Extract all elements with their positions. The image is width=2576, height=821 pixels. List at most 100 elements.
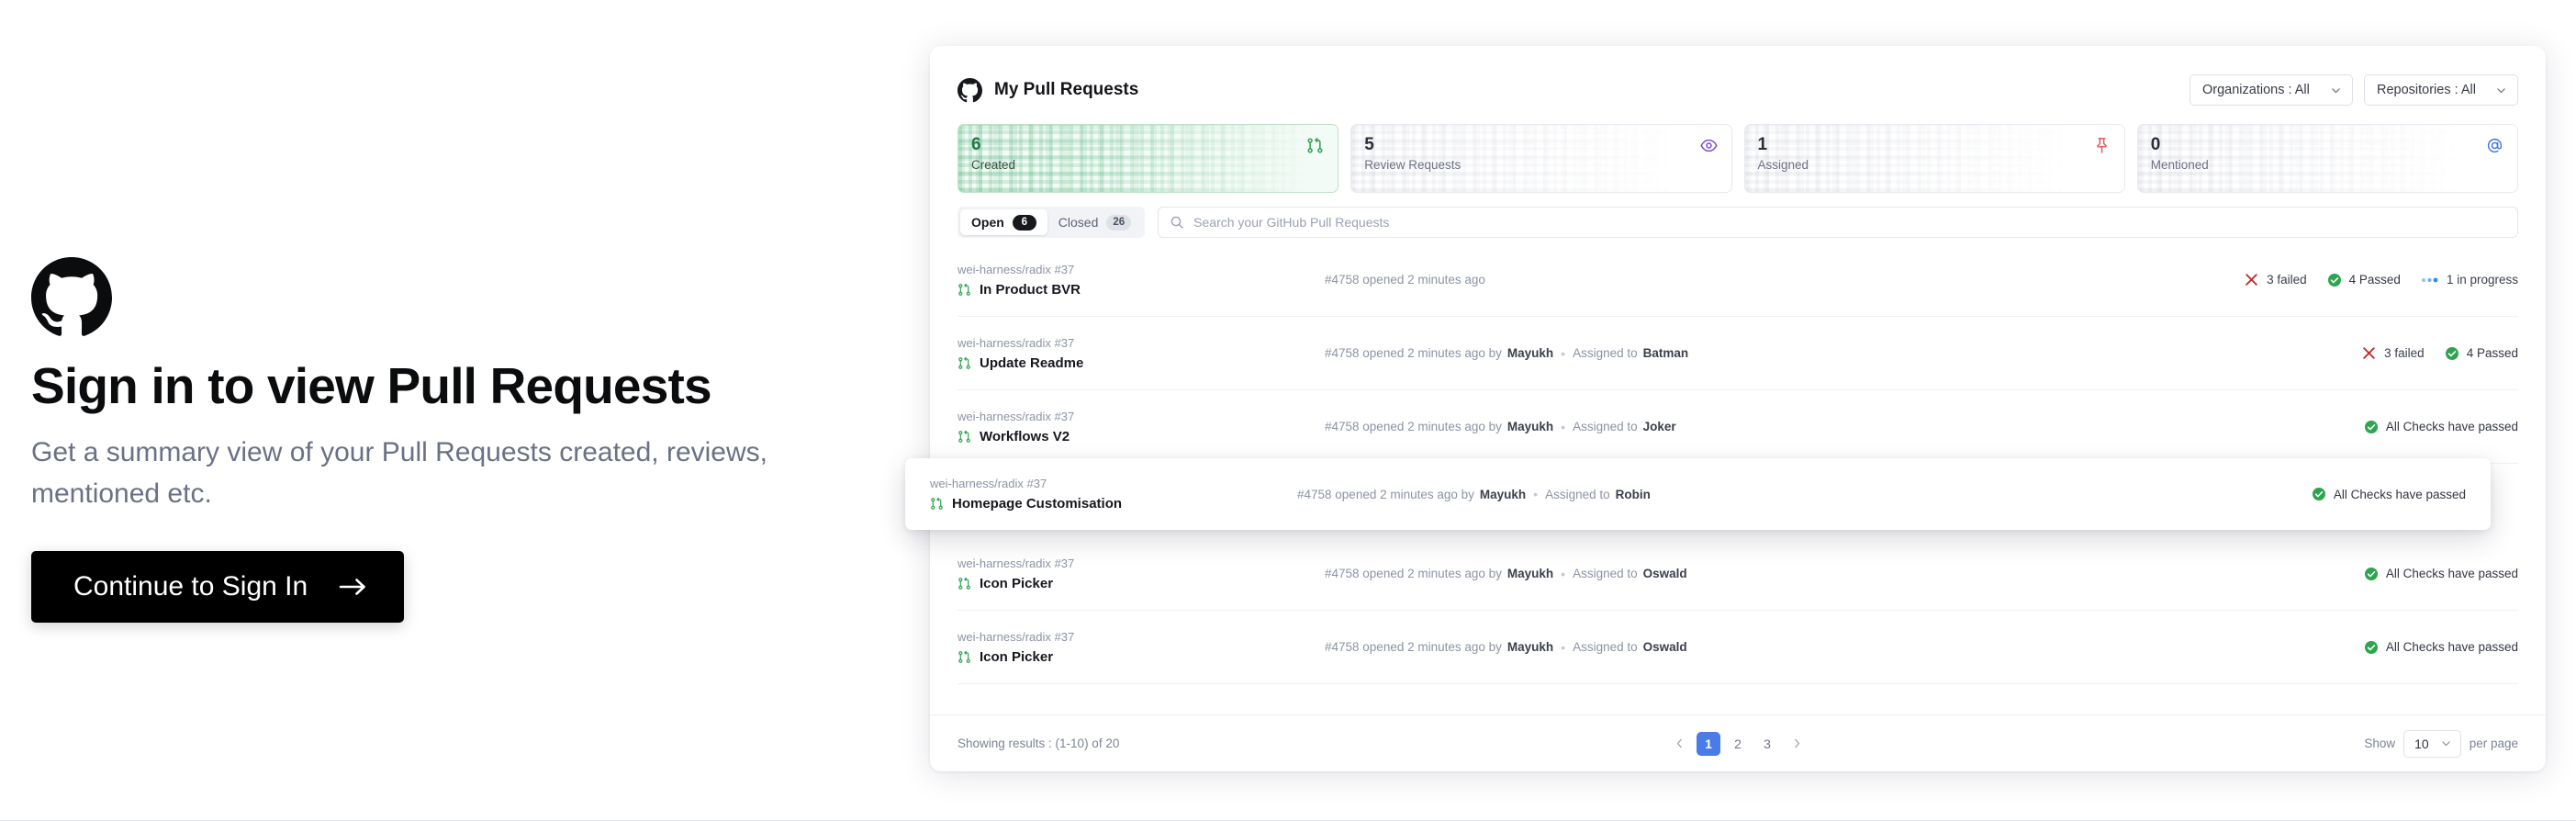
pull-request-icon [958,577,970,590]
search-input[interactable] [1193,215,2506,230]
stat-value: 6 [971,135,981,154]
tab-open-count: 6 [1012,214,1036,231]
pagination-page-1[interactable]: 1 [1697,731,1720,756]
pr-title: Icon Picker [980,575,1054,591]
stat-card-assigned[interactable]: 1 Assigned [1743,124,2125,193]
per-page-value: 10 [2414,736,2429,751]
organizations-filter-select[interactable]: Organizations : All [2190,74,2353,106]
dots-icon [2421,277,2438,282]
stat-card-created[interactable]: 6 Created [958,124,1339,193]
check-passed-label: All Checks have passed [2385,567,2518,580]
pr-title-line: Homepage Customisation [930,496,1288,512]
pr-meta-cell: #4758 opened 2 minutes ago by Mayukh • A… [1316,420,2123,434]
per-page-control: Show 10 per page [1809,729,2518,758]
table-row[interactable]: wei-harness/radix #37 Workflows V2 [958,390,2518,464]
stat-texture [1744,125,2124,192]
pr-identity: wei-harness/radix #37 In Product BVR [958,263,1316,298]
stat-value: 5 [1364,135,1374,154]
check-passed: 4 Passed [2327,273,2401,287]
pr-meta-cell: #4758 opened 2 minutes ago by Mayukh • A… [1316,567,2123,581]
pr-repo: wei-harness/radix #37 [958,262,1075,276]
chevron-right-icon [1794,738,1799,748]
eye-icon [1699,139,1718,152]
pull-request-icon [958,650,970,663]
check-passed: All Checks have passed [2364,567,2518,581]
pr-assigned-prefix: Assigned to [1573,567,1638,580]
github-logo-icon [31,257,112,336]
page-subtitle: Get a summary view of your Pull Requests… [31,436,767,509]
pr-title: In Product BVR [980,281,1081,298]
at-mention-icon [2487,138,2503,153]
pagination-prev-button[interactable] [1667,732,1691,756]
repositories-filter-select[interactable]: Repositories : All [2364,74,2518,106]
pagination-next-button[interactable] [1785,732,1809,756]
meta-separator: • [1561,419,1566,434]
check-failed: 3 failed [2361,345,2425,361]
meta-separator: • [1561,639,1566,655]
table-row[interactable]: wei-harness/radix #37 Icon Picker [958,611,2518,684]
pr-title-line: Icon Picker [958,649,1316,665]
pr-checks: All Checks have passed [2123,567,2518,581]
table-row[interactable]: wei-harness/radix #37 Homepage Customisa… [905,458,2491,530]
pr-assigned-prefix: Assigned to [1573,346,1638,360]
pr-assigned-prefix: Assigned to [1573,640,1638,654]
pr-checks: 3 failed 4 Passed [2123,272,2518,287]
stats-row: 6 Created 5 Review Requests [930,112,2546,193]
pr-meta-cell: #4758 opened 2 minutes ago by Mayukh • A… [1316,640,2123,655]
pr-title: Icon Picker [980,648,1054,665]
search-box[interactable] [1158,207,2518,238]
pagination-page-3[interactable]: 3 [1755,732,1779,756]
per-page-select[interactable]: 10 [2403,729,2461,758]
arrow-right-icon [339,578,365,595]
showing-results-text: Showing results : (1-10) of 20 [958,737,1120,750]
meta-separator: • [1533,487,1539,501]
header-filters: Organizations : All Repositories : All [2190,74,2518,106]
stat-label: Assigned [1757,157,1809,172]
pr-meta: #4758 opened 2 minutes ago by Mayukh • A… [1325,420,1676,434]
continue-to-sign-in-button[interactable]: Continue to Sign In [31,550,405,623]
organizations-filter-label: Organizations : All [2202,83,2310,97]
pagination-page-2[interactable]: 2 [1726,732,1750,756]
pr-checks: All Checks have passed [2123,420,2518,434]
table-row[interactable]: wei-harness/radix #37 Icon Picker [958,537,2518,611]
pr-repo: wei-harness/radix #37 [958,409,1075,423]
pr-assignee: Oswald [1642,640,1687,654]
pr-assignee: Batman [1642,346,1689,360]
pr-meta-cell: #4758 opened 2 minutes ago by Mayukh • A… [1316,346,2123,361]
pr-meta: #4758 opened 2 minutes ago by Mayukh • A… [1297,487,1651,501]
table-row[interactable]: wei-harness/radix #37 In Product BVR [958,243,2518,317]
stat-card-mentioned[interactable]: 0 Mentioned [2136,124,2518,193]
pr-meta: #4758 opened 2 minutes ago by Mayukh • A… [1325,346,1688,361]
pr-opened-text: #4758 opened 2 minutes ago by [1325,640,1502,654]
card-title: My Pull Requests [994,80,1139,99]
chevron-down-icon [2441,741,2450,747]
pr-title-line: Update Readme [958,355,1316,371]
check-passed-label: All Checks have passed [2385,420,2518,433]
stat-card-review-requests[interactable]: 5 Review Requests [1350,124,1732,193]
stat-body: 1 Assigned [1745,125,2124,172]
meta-separator: • [1561,566,1566,581]
github-logo-icon [958,77,982,102]
chevron-down-icon [2497,87,2505,93]
tab-open[interactable]: Open 6 [960,209,1047,235]
table-row[interactable]: wei-harness/radix #37 Update Readme [958,317,2518,390]
pr-title-line: In Product BVR [958,282,1316,298]
x-icon [2363,347,2375,359]
stat-body: 5 Review Requests [1351,125,1730,172]
pr-author: Mayukh [1479,487,1527,501]
page-title: Sign in to view Pull Requests [31,357,712,414]
tab-closed[interactable]: Closed 26 [1047,209,1142,235]
pr-title: Workflows V2 [980,428,1070,444]
pr-title-line: Workflows V2 [958,429,1316,444]
check-failed-label: 3 failed [2267,273,2307,287]
pr-identity: wei-harness/radix #37 Update Readme [958,336,1316,371]
pr-assignee: Oswald [1642,567,1687,580]
pull-request-list: wei-harness/radix #37 In Product BVR [905,238,2546,684]
list-toolbar: Open 6 Closed 26 [930,193,2546,238]
pull-request-icon [958,356,970,369]
tab-closed-count: 26 [1106,214,1132,231]
stat-label: Created [971,157,1016,172]
stat-texture [958,125,1338,192]
pr-title-line: Icon Picker [958,576,1316,591]
